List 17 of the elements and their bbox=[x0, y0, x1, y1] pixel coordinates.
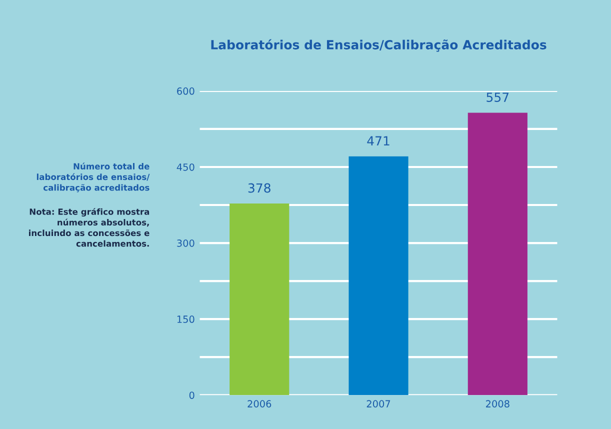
bar bbox=[468, 112, 528, 396]
text: Número total de laboratórios de ensaios/ calibração acreditados bbox=[36, 162, 150, 192]
data-label: 471 bbox=[367, 136, 390, 146]
y-tick-label: 450 bbox=[176, 163, 194, 171]
text: Nota: Este gráfico mostra números absolutos, incluindo as concessões e cancelamentos. bbox=[29, 208, 150, 247]
chart-title: Laboratórios de Ensaios/Calibração Acreditados bbox=[211, 39, 546, 52]
bar bbox=[230, 203, 290, 396]
y-tick-label: 0 bbox=[189, 392, 194, 399]
y-tick-label: 600 bbox=[177, 87, 194, 95]
data-label: 378 bbox=[248, 183, 270, 193]
x-tick-label: 2008 bbox=[486, 400, 510, 408]
x-tick-label: 2007 bbox=[366, 400, 390, 408]
data-label: 557 bbox=[486, 92, 509, 102]
x-tick-label: 2006 bbox=[248, 400, 272, 408]
y-tick-label: 300 bbox=[177, 240, 194, 247]
bar bbox=[348, 156, 408, 396]
y-tick-label: 150 bbox=[177, 316, 194, 323]
